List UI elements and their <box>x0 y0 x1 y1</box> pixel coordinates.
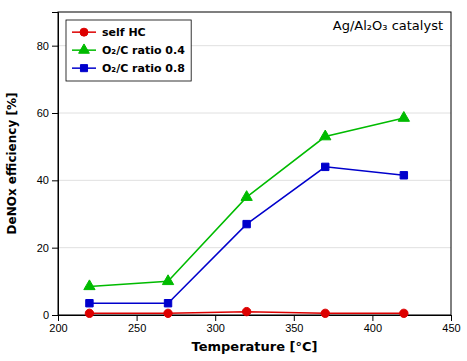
data-point <box>164 300 171 307</box>
data-point <box>243 220 250 227</box>
plot-frame <box>58 12 451 315</box>
series-line <box>89 118 403 286</box>
x-tick-mark <box>451 315 452 321</box>
series <box>85 307 408 317</box>
y-tick-label: 0 <box>43 309 49 321</box>
x-tick-mark <box>137 315 138 321</box>
data-point <box>400 309 408 317</box>
x-tick-label: 300 <box>207 322 225 334</box>
y-axis-line <box>52 13 59 316</box>
y-axis: 0 20 40 60 80 <box>37 13 59 322</box>
y-axis-title: DeNOx efficiency [%] <box>5 93 19 235</box>
legend-label: self HC <box>102 26 146 39</box>
legend-marker <box>80 65 87 72</box>
x-tick: 250 <box>128 315 146 334</box>
y-tick: 60 <box>37 107 58 119</box>
legend-box <box>66 20 191 81</box>
x-tick: 450 <box>442 315 460 334</box>
y-tick-mark <box>52 248 58 249</box>
data-point <box>164 309 172 317</box>
title: Ag/Al₂O₃ catalyst <box>333 18 443 33</box>
legend-label: O₂/C ratio 0.8 <box>102 62 185 75</box>
legend: self HC O₂/C ratio 0.4 O₂/C ratio 0.8 <box>66 20 191 81</box>
marks <box>84 112 410 318</box>
data-point <box>242 307 250 315</box>
y-tick: 20 <box>37 242 58 254</box>
y-tick: 40 <box>37 174 58 186</box>
legend-marker <box>80 28 88 36</box>
series <box>86 163 408 307</box>
plot: 200 250 300 350 400 450 0 20 40 60 80 <box>37 12 461 334</box>
x-tick-label: 400 <box>364 322 382 334</box>
x-tick-label: 350 <box>285 322 303 334</box>
y-tick-mark <box>52 46 58 47</box>
y-tick-mark <box>52 315 58 316</box>
legend-item: O₂/C ratio 0.4 <box>72 44 185 57</box>
x-tick: 400 <box>364 315 382 334</box>
series-line <box>89 167 403 303</box>
chart: 200 250 300 350 400 450 0 20 40 60 80 Temperature [… <box>0 0 467 361</box>
x-tick: 200 <box>49 315 67 334</box>
grid-line <box>58 180 451 181</box>
legend-marker <box>79 44 90 53</box>
grid-line <box>58 247 451 248</box>
x-tick-label: 250 <box>128 322 146 334</box>
data-point <box>321 309 329 317</box>
y-tick: 80 <box>37 40 58 52</box>
x-tick-label: 450 <box>442 322 460 334</box>
x-axis-line <box>59 316 452 322</box>
data-point <box>86 300 93 307</box>
data-point <box>400 172 407 179</box>
x-axis: 200 250 300 350 400 450 <box>49 315 460 334</box>
grid <box>58 46 451 315</box>
data-point <box>320 130 331 140</box>
x-axis-title: Temperature [°C] <box>192 339 318 354</box>
y-tick-label: 60 <box>37 107 49 119</box>
legend-item: O₂/C ratio 0.8 <box>72 62 185 75</box>
x-tick-mark <box>215 315 216 321</box>
x-tick: 300 <box>207 315 225 334</box>
data-point <box>241 191 252 201</box>
y-tick-label: 80 <box>37 40 49 52</box>
y-tick-label: 40 <box>37 174 49 186</box>
data-point <box>162 275 173 285</box>
y-tick: 0 <box>43 309 58 321</box>
grid-line <box>58 113 451 114</box>
data-point <box>322 163 329 170</box>
series <box>84 112 410 290</box>
y-tick-mark <box>52 113 58 114</box>
data-point <box>398 112 409 122</box>
x-tick-mark <box>294 315 295 321</box>
y-tick-label: 20 <box>37 242 49 254</box>
data-point <box>84 280 95 290</box>
data-point <box>85 309 93 317</box>
y-tick-mark <box>52 180 58 181</box>
x-tick-mark <box>372 315 373 321</box>
legend-label: O₂/C ratio 0.4 <box>102 44 185 57</box>
legend-item: self HC <box>72 26 146 39</box>
x-tick-label: 200 <box>49 322 67 334</box>
x-tick: 350 <box>285 315 303 334</box>
